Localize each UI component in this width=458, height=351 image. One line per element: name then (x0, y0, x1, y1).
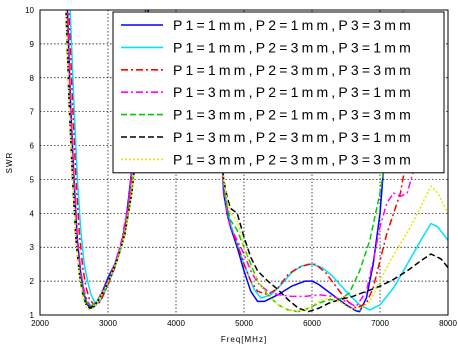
x-tick-label: 3000 (99, 319, 117, 328)
axis-ticks: 2000 3000 4000 5000 6000 7000 8000 1 2 3 4 5 6 7 8 9 10 (25, 6, 457, 328)
x-tick-label: 4000 (167, 319, 185, 328)
legend-label: P1=1mm,P2=3mm,P3=3mm (173, 62, 414, 78)
plot-frame (39, 9, 449, 316)
series-group (65, 10, 448, 313)
legend-label: P1=3mm,P2=1mm,P3=1mm (173, 84, 414, 100)
y-tick-label: 9 (30, 40, 35, 49)
series-line-7 (65, 10, 448, 313)
y-tick-label: 4 (30, 209, 35, 218)
legend: P1=1mm,P2=1mm,P3=3mm P1=1mm,P2=3mm,P3=1mm… (112, 11, 445, 174)
y-tick-label: 5 (30, 175, 35, 184)
series-line-6 (65, 10, 448, 313)
y-axis-label: SWR (5, 152, 14, 174)
y-tick-label: 7 (30, 108, 35, 117)
x-tick-label: 7000 (371, 319, 389, 328)
x-tick-label: 5000 (235, 319, 253, 328)
y-tick-label: 3 (30, 243, 35, 252)
y-tick-label: 1 (30, 311, 35, 320)
legend-label: P1=3mm,P2=1mm,P3=3mm (173, 107, 414, 123)
series-line-3 (68, 10, 425, 309)
legend-box (112, 11, 445, 174)
y-tick-label: 2 (30, 277, 35, 286)
x-axis-label: Freq[MHz] (221, 335, 267, 344)
x-tick-label: 2000 (31, 319, 49, 328)
legend-label: P1=1mm,P2=3mm,P3=1mm (173, 39, 414, 55)
legend-label: P1=1mm,P2=1mm,P3=3mm (173, 17, 414, 33)
y-tick-label: 6 (30, 142, 35, 151)
y-tick-label: 8 (30, 74, 35, 83)
x-tick-label: 6000 (303, 319, 321, 328)
x-tick-label: 8000 (439, 319, 457, 328)
series-line-5 (65, 10, 405, 313)
y-tick-label: 10 (25, 6, 34, 15)
legend-label: P1=3mm,P2=3mm,P3=1mm (173, 129, 414, 145)
legend-label: P1=3mm,P2=3mm,P3=3mm (173, 151, 414, 167)
